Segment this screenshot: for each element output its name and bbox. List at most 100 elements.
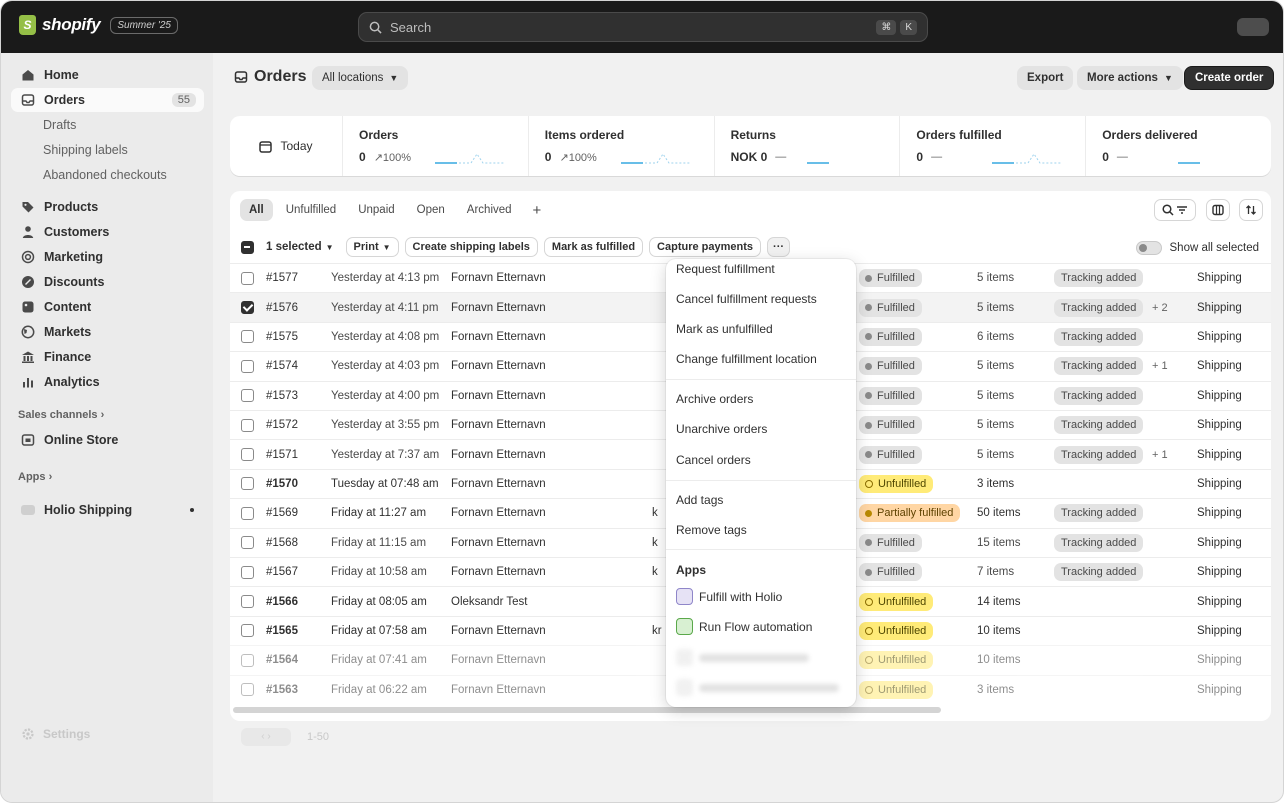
apps-heading[interactable]: Apps › (18, 471, 52, 483)
order-id[interactable]: #1565 (266, 624, 298, 637)
table-row[interactable]: #1570 Tuesday at 07:48 am Fornavn Etternav… (230, 468, 1271, 498)
selection-count-dropdown[interactable]: 1 selected ▼ (266, 241, 334, 253)
row-checkbox[interactable] (241, 565, 254, 579)
stat-orders[interactable]: Orders 0 ↗100% (343, 116, 529, 176)
toggle-switch[interactable] (1135, 241, 1162, 255)
create-shipping-labels-button[interactable]: Create shipping labels (404, 237, 538, 257)
row-checkbox[interactable] (241, 506, 254, 520)
search-bar[interactable]: Search ⌘ K (358, 12, 928, 42)
row-checkbox[interactable] (241, 271, 254, 285)
more-bulk-actions-button[interactable]: ··· (767, 237, 791, 257)
sidebar-item-customers[interactable]: Customers (11, 220, 204, 244)
add-view-icon[interactable]: + (532, 201, 542, 219)
row-checkbox[interactable] (241, 359, 254, 373)
sidebar-item-settings[interactable]: Settings (21, 727, 90, 741)
menu-remove-tags[interactable]: Remove tags (676, 523, 747, 537)
menu-archive-orders[interactable]: Archive orders (676, 392, 754, 406)
row-checkbox[interactable] (241, 301, 254, 315)
stat-items-ordered[interactable]: Items ordered 0 ↗100% (529, 116, 715, 176)
menu-cancel-fulfillment-requests[interactable]: Cancel fulfillment requests (676, 292, 817, 306)
menu-run-flow-automation[interactable]: Run Flow automation (676, 618, 812, 635)
menu-unarchive-orders[interactable]: Unarchive orders (676, 422, 768, 436)
sidebar-item-home[interactable]: Home (11, 63, 204, 87)
sidebar-item-analytics[interactable]: Analytics (11, 370, 204, 394)
account-avatar[interactable] (1237, 18, 1269, 36)
print-button[interactable]: Print ▼ (345, 237, 399, 257)
order-id[interactable]: #1575 (266, 330, 298, 343)
sidebar-item-holio-shipping[interactable]: Holio Shipping (11, 498, 204, 522)
menu-mark-as-unfulfilled[interactable]: Mark as unfulfilled (676, 322, 773, 336)
export-button[interactable]: Export (1017, 66, 1074, 90)
sidebar-item-content[interactable]: Content (11, 295, 204, 319)
table-row[interactable]: #1568 Friday at 11:15 am Fornavn Etternavn… (230, 527, 1271, 557)
row-checkbox[interactable] (241, 448, 254, 462)
sidebar-item-shipping-labels[interactable]: Shipping labels (43, 143, 128, 157)
row-checkbox[interactable] (241, 536, 254, 550)
order-id[interactable]: #1574 (266, 360, 298, 373)
shopify-logo[interactable]: shopify Summer '25 (19, 15, 178, 35)
stat-returns[interactable]: Returns NOK 0 — (715, 116, 901, 176)
row-checkbox[interactable] (241, 477, 254, 491)
sidebar-item-online-store[interactable]: Online Store (11, 428, 204, 452)
order-id[interactable]: #1567 (266, 566, 298, 579)
sidebar-item-marketing[interactable]: Marketing (11, 245, 204, 269)
sidebar-item-markets[interactable]: Markets (11, 320, 204, 344)
menu-add-tags[interactable]: Add tags (676, 493, 724, 507)
row-checkbox[interactable] (241, 624, 254, 638)
mark-as-fulfilled-button[interactable]: Mark as fulfilled (543, 237, 644, 257)
order-id[interactable]: #1569 (266, 507, 298, 520)
search-filter-button[interactable] (1154, 199, 1196, 221)
tab-unfulfilled[interactable]: Unfulfilled (285, 204, 337, 216)
pagination-arrows[interactable]: ‹ › (241, 728, 291, 746)
sidebar-item-finance[interactable]: Finance (11, 345, 204, 369)
sidebar-item-products[interactable]: Products (11, 195, 204, 219)
stat-orders-delivered[interactable]: Orders delivered 0 — (1086, 116, 1271, 176)
columns-button[interactable] (1206, 199, 1230, 221)
order-id[interactable]: #1570 (266, 477, 298, 490)
sidebar-item-orders[interactable]: Orders 55 (11, 88, 204, 112)
fulfillment-status-label: Unfulfilled (878, 654, 927, 667)
order-id[interactable]: #1573 (266, 389, 298, 402)
date-range-picker[interactable]: Today (230, 116, 343, 176)
stat-orders-fulfilled[interactable]: Orders fulfilled 0 — (900, 116, 1087, 176)
tab-unpaid[interactable]: Unpaid (358, 204, 395, 216)
order-id[interactable]: #1571 (266, 448, 298, 461)
edition-badge[interactable]: Summer '25 (110, 16, 178, 34)
order-id[interactable]: #1563 (266, 683, 298, 696)
show-all-selected-toggle[interactable]: Show all selected (1135, 241, 1259, 255)
location-selector[interactable]: All locations ▼ (312, 66, 409, 90)
order-id[interactable]: #1577 (266, 272, 298, 285)
order-id[interactable]: #1576 (266, 301, 298, 314)
row-checkbox[interactable] (241, 389, 254, 403)
order-id[interactable]: #1566 (266, 595, 298, 608)
row-checkbox[interactable] (241, 595, 254, 609)
row-checkbox[interactable] (241, 418, 254, 432)
sidebar-item-abandoned-checkouts[interactable]: Abandoned checkouts (43, 168, 167, 182)
order-id[interactable]: #1564 (266, 654, 298, 667)
menu-fulfill-with-holio[interactable]: Fulfill with Holio (676, 588, 782, 605)
row-checkbox[interactable] (241, 683, 254, 697)
menu-change-fulfillment-location[interactable]: Change fulfillment location (676, 352, 817, 366)
sidebar-item-drafts[interactable]: Drafts (43, 118, 77, 132)
sales-channels-heading[interactable]: Sales channels › (18, 409, 104, 421)
tab-open[interactable]: Open (416, 204, 445, 216)
more-actions-button[interactable]: More actions ▼ (1077, 66, 1183, 90)
stat-label: Returns (730, 128, 776, 142)
order-date: Yesterday at 4:00 pm (331, 389, 440, 402)
pin-dot-icon[interactable] (190, 508, 194, 512)
tab-archived[interactable]: Archived (466, 204, 512, 216)
horizontal-scrollbar[interactable] (233, 707, 941, 713)
tab-all[interactable]: All (240, 199, 273, 221)
order-id[interactable]: #1572 (266, 419, 298, 432)
capture-payments-button[interactable]: Capture payments (649, 237, 762, 257)
create-order-button[interactable]: Create order (1184, 66, 1275, 90)
select-all-checkbox[interactable] (241, 240, 254, 254)
menu-request-fulfillment[interactable]: Request fulfillment (676, 262, 775, 276)
row-checkbox[interactable] (241, 330, 254, 344)
table-row[interactable]: #1565 Friday at 07:58 am Fornavn Etternavn… (230, 615, 1271, 645)
order-id[interactable]: #1568 (266, 536, 298, 549)
sort-button[interactable] (1239, 199, 1263, 221)
row-checkbox[interactable] (241, 653, 254, 667)
sidebar-item-discounts[interactable]: Discounts (11, 270, 204, 294)
menu-cancel-orders[interactable]: Cancel orders (676, 453, 751, 467)
